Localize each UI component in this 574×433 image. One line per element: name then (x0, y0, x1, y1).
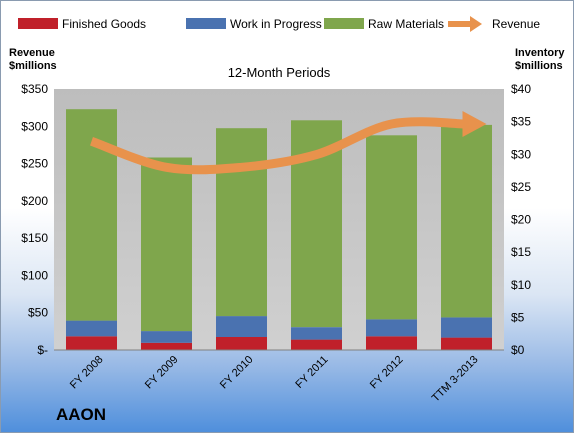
x-tick-label: TTM 3-2013 (430, 354, 481, 405)
left-tick-label: $100 (21, 268, 48, 282)
bar-finished-goods (366, 336, 417, 350)
left-tick-label: $150 (21, 231, 48, 245)
x-tick-label: FY 2008 (68, 354, 106, 392)
left-tick-label: $350 (21, 82, 48, 96)
right-axis-label: Inventory $millions (515, 47, 568, 72)
chart-title: 12-Month Periods (228, 65, 331, 80)
right-tick-label: $0 (511, 343, 525, 357)
left-axis-label: Revenue $millions (9, 47, 58, 72)
legend-label: Work in Progress (230, 17, 322, 31)
company-name: AAON (56, 405, 107, 424)
bar-raw-materials (441, 124, 492, 318)
revenue-line (89, 117, 467, 175)
x-tick-label: FY 2010 (218, 354, 256, 392)
right-axis-label-line1: Inventory (515, 47, 565, 59)
legend-label: Raw Materials (368, 17, 444, 31)
bar-finished-goods (66, 336, 117, 350)
right-axis-label-line2: $millions (515, 60, 563, 72)
legend-swatch-raw-materials (324, 18, 364, 29)
left-axis-label-line1: Revenue (9, 47, 55, 59)
bar-finished-goods (441, 337, 492, 350)
legend-label: Revenue (492, 17, 540, 31)
right-tick-label: $15 (511, 245, 531, 259)
legend-swatch-revenue (448, 16, 482, 32)
bar-work-in-progress (291, 327, 342, 340)
right-tick-label: $25 (511, 180, 531, 194)
x-tick-label: FY 2012 (368, 354, 406, 392)
x-tick-label: FY 2011 (293, 354, 330, 391)
bar-work-in-progress (66, 320, 117, 337)
right-tick-label: $35 (511, 115, 531, 129)
bar-raw-materials (141, 157, 192, 332)
bar-finished-goods (141, 342, 192, 350)
bar-raw-materials (66, 109, 117, 321)
left-tick-label: $- (37, 343, 48, 357)
bar-work-in-progress (141, 331, 192, 343)
right-tick-label: $20 (511, 213, 531, 227)
left-tick-label: $50 (28, 306, 48, 320)
right-tick-label: $30 (511, 147, 531, 161)
left-tick-label: $200 (21, 194, 48, 208)
plot-area (54, 89, 504, 350)
bar-finished-goods (216, 336, 267, 350)
bar-work-in-progress (216, 316, 267, 337)
bar-raw-materials (216, 128, 267, 317)
bar-work-in-progress (366, 319, 417, 337)
legend-swatch-finished-goods (18, 18, 58, 29)
bar-raw-materials (366, 135, 417, 320)
x-tick-label: FY 2009 (143, 354, 181, 392)
left-tick-label: $250 (21, 157, 48, 171)
left-axis-label-line2: $millions (9, 60, 57, 72)
revenue-arrowhead (462, 111, 487, 138)
bar-finished-goods (291, 339, 342, 350)
right-tick-label: $10 (511, 278, 531, 292)
legend-swatch-work-in-progress (186, 18, 226, 29)
right-tick-label: $40 (511, 82, 531, 96)
bar-work-in-progress (441, 317, 492, 338)
right-tick-label: $5 (511, 310, 525, 324)
legend-label: Finished Goods (62, 17, 146, 31)
left-tick-label: $300 (21, 119, 48, 133)
